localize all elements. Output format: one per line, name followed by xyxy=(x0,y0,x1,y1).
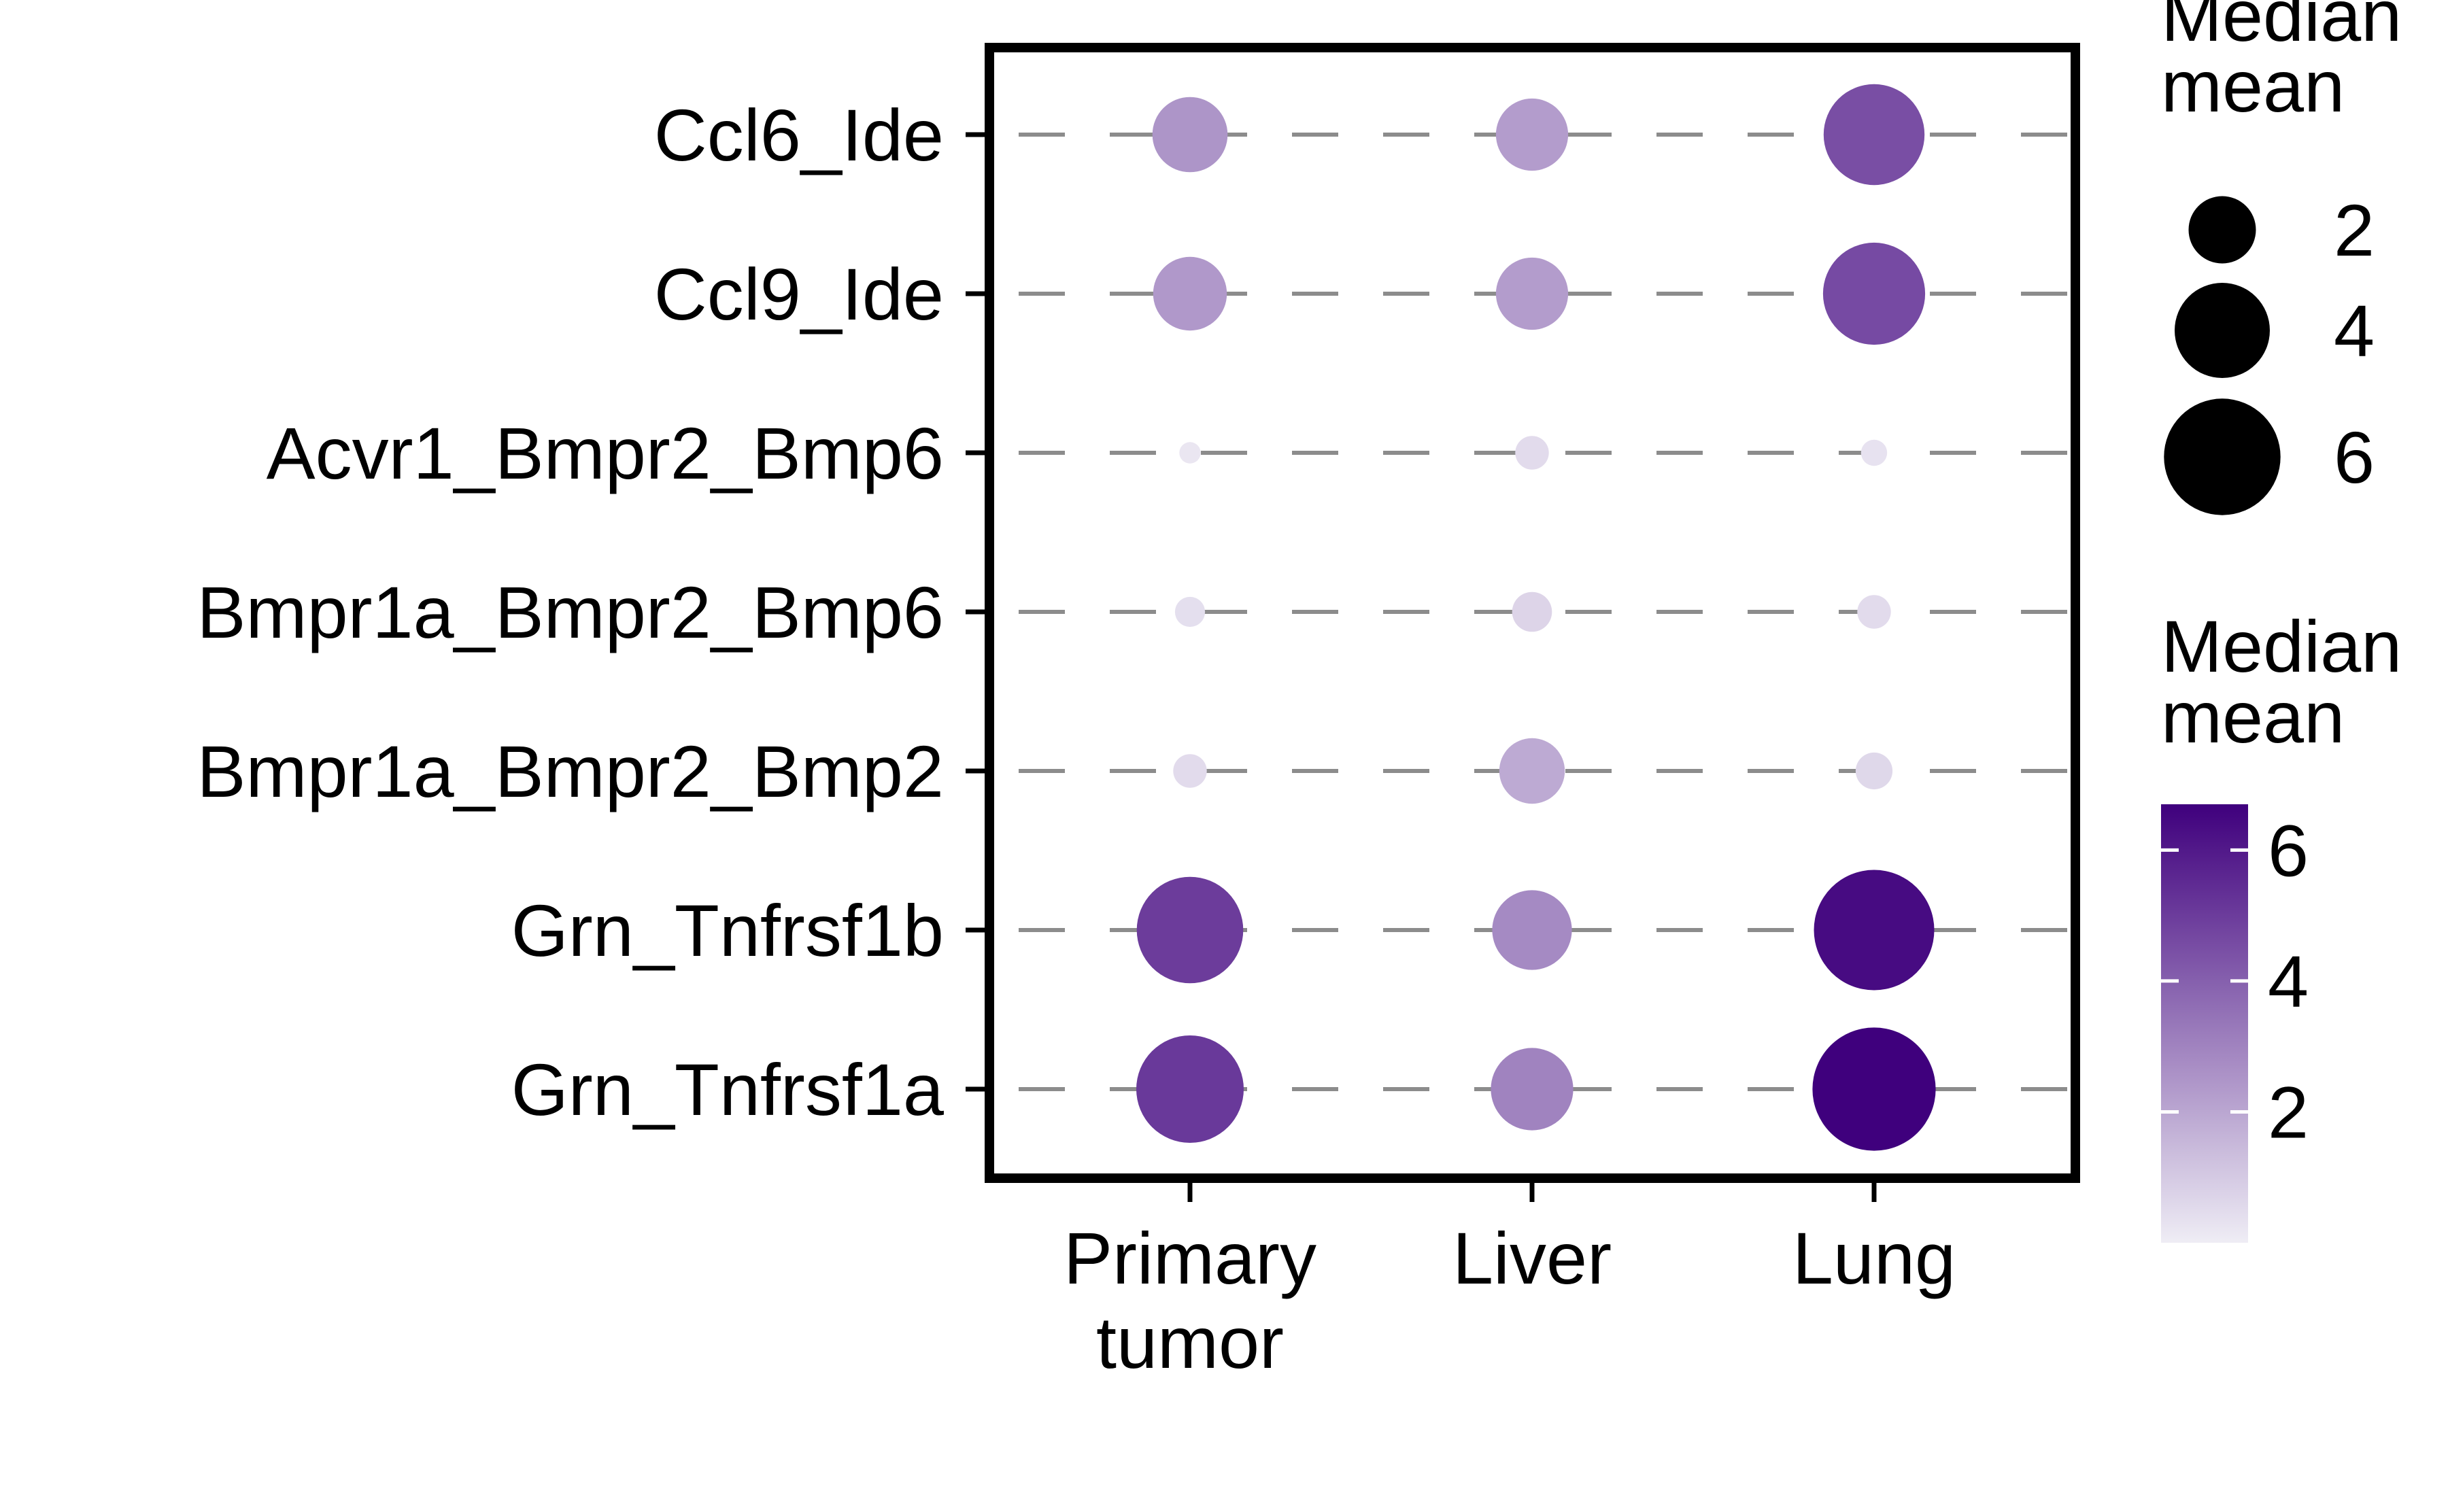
dot-bmpr1a-bmpr2-bmp6-liver xyxy=(1512,591,1552,632)
dot-ccl6-ide-lung xyxy=(1823,84,1925,186)
dot-grn-tnfrsf1a-lung xyxy=(1812,1027,1936,1151)
y-tick-label-bmpr1a-bmpr2-bmp6: Bmpr1a_Bmpr2_Bmp6 xyxy=(197,571,944,653)
y-axis: Ccl6_Ide Ccl9_Ide Acvr1_Bmpr2_Bmp6 Bmpr1a_B… xyxy=(197,94,989,1131)
dot-bmpr1a-bmpr2-bmp6-primary-tumor xyxy=(1174,596,1206,628)
dot-bmpr1a-bmpr2-bmp2-primary-tumor xyxy=(1173,754,1207,788)
dot-bmpr1a-bmpr2-bmp6-lung xyxy=(1857,595,1891,629)
dot-grn-tnfrsf1b-primary-tumor xyxy=(1136,876,1244,984)
size-legend-label-2: 2 xyxy=(2334,189,2375,271)
x-tick-label-primary-tumor: Primary tumor xyxy=(1064,1217,1316,1384)
size-legend-key-6 xyxy=(2164,398,2281,515)
dot-grn-tnfrsf1b-lung xyxy=(1814,870,1935,991)
size-legend-title: Median mean xyxy=(2161,0,2402,127)
dot-ccl9-ide-lung xyxy=(1822,242,1926,345)
x-tick-label-lung: Lung xyxy=(1792,1217,1956,1299)
dot-grn-tnfrsf1a-liver xyxy=(1491,1048,1574,1131)
y-tick-label-ccl9-ide: Ccl9_Ide xyxy=(654,253,944,335)
dot-bmpr1a-bmpr2-bmp2-lung xyxy=(1855,752,1893,790)
dot-ccl6-ide-liver xyxy=(1495,98,1569,171)
size-legend-key-4 xyxy=(2175,283,2270,378)
dot-acvr1-bmpr2-bmp6-lung xyxy=(1860,439,1888,466)
dot-ccl9-ide-liver xyxy=(1495,257,1569,330)
size-legend-label-4: 4 xyxy=(2334,290,2375,372)
color-legend-title: Median mean xyxy=(2161,605,2402,758)
dot-grn-tnfrsf1a-primary-tumor xyxy=(1136,1035,1244,1143)
color-legend-label-6: 6 xyxy=(2268,809,2309,891)
x-axis: Primary tumor Liver Lung xyxy=(1064,1178,1956,1384)
size-legend-key-2 xyxy=(2188,196,2256,264)
y-tick-label-ccl6-ide: Ccl6_Ide xyxy=(654,94,944,176)
dot-bmpr1a-bmpr2-bmp2-liver xyxy=(1499,738,1565,804)
size-legend: Median mean 2 4 6 xyxy=(2161,0,2402,515)
y-tick-label-bmpr1a-bmpr2-bmp2: Bmpr1a_Bmpr2_Bmp2 xyxy=(197,730,944,812)
color-legend: Median mean 2 4 6 xyxy=(2161,605,2402,1243)
dot-acvr1-bmpr2-bmp6-liver xyxy=(1515,436,1549,470)
y-tick-label-grn-tnfrsf1b: Grn_Tnfrsf1b xyxy=(511,889,944,972)
data-points xyxy=(1136,84,1936,1151)
dot-ccl6-ide-primary-tumor xyxy=(1152,97,1228,173)
color-legend-label-2: 2 xyxy=(2268,1071,2309,1153)
y-tick-label-acvr1-bmpr2-bmp6: Acvr1_Bmpr2_Bmp6 xyxy=(267,412,944,494)
y-tick-label-grn-tnfrsf1a: Grn_Tnfrsf1a xyxy=(511,1048,945,1131)
dot-grn-tnfrsf1b-liver xyxy=(1492,890,1572,970)
color-legend-label-4: 4 xyxy=(2268,940,2309,1023)
x-tick-label-liver: Liver xyxy=(1452,1217,1612,1299)
colorbar xyxy=(2161,804,2248,1243)
dot-acvr1-bmpr2-bmp6-primary-tumor xyxy=(1179,442,1201,464)
dot-ccl9-ide-primary-tumor xyxy=(1153,256,1227,331)
size-legend-label-6: 6 xyxy=(2334,416,2375,498)
